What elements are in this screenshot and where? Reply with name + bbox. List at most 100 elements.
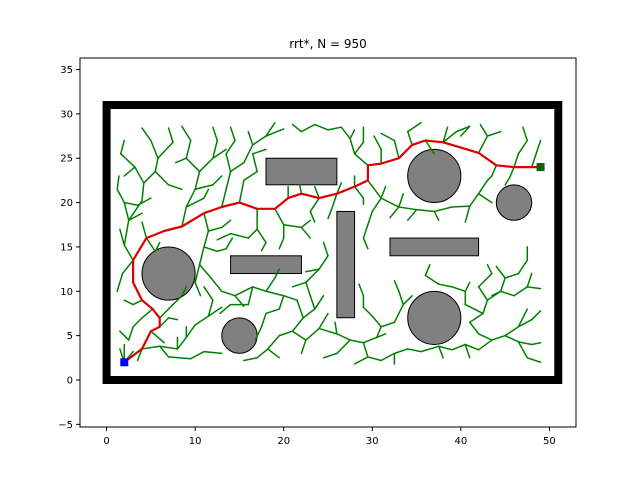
- tree-edge: [225, 153, 232, 173]
- tree-edge: [291, 123, 303, 133]
- chart-title: rrt*, N = 950: [289, 37, 367, 51]
- tree-edge: [198, 157, 214, 173]
- tree-edge: [203, 350, 223, 355]
- tree-edge: [499, 277, 506, 293]
- tree-edge: [154, 157, 159, 173]
- tree-edge: [154, 241, 161, 253]
- workspace-boundary: [102, 101, 563, 384]
- tree-edge: [340, 126, 351, 140]
- tree-edge: [517, 308, 529, 328]
- tree-edge: [464, 281, 471, 293]
- tree-edge: [504, 326, 520, 337]
- tree-edge: [225, 139, 236, 155]
- tree-edge: [282, 224, 303, 229]
- rect-obstacle: [389, 237, 480, 257]
- tree-edge: [220, 188, 227, 208]
- tree-edge: [185, 139, 192, 159]
- tree-edge: [123, 201, 130, 222]
- tree-edge: [282, 294, 298, 301]
- tree-edge: [207, 226, 223, 232]
- markers: [120, 163, 545, 367]
- tree-edge: [203, 286, 214, 301]
- tree-edge: [336, 182, 343, 195]
- tree-edge: [522, 126, 529, 142]
- solution-path-layer: [123, 139, 541, 364]
- y-tick-label: 0: [67, 375, 73, 386]
- tree-edge: [530, 310, 542, 321]
- tree-edge: [468, 312, 484, 324]
- tree-edge: [464, 205, 471, 223]
- x-tick-label: 10: [189, 436, 202, 447]
- tree-edge: [455, 125, 471, 133]
- tree-edge: [134, 166, 145, 184]
- tree-edge: [305, 327, 320, 341]
- tree-edge: [141, 127, 152, 142]
- y-tick-label: −5: [58, 420, 73, 431]
- tree-edge: [194, 184, 214, 191]
- tree-edge: [415, 208, 436, 213]
- tree-edge: [157, 141, 174, 159]
- tree-edge: [300, 219, 312, 229]
- tree-edge: [243, 357, 258, 362]
- tree-edge: [141, 221, 148, 239]
- tree-edge: [353, 185, 365, 199]
- tree-edge: [243, 144, 254, 164]
- tree-edge: [116, 188, 126, 204]
- tree-edge: [278, 330, 294, 337]
- tree-edge: [123, 244, 134, 261]
- tree-edge: [477, 192, 493, 204]
- tree-edge: [380, 185, 387, 199]
- tree-edge: [451, 286, 467, 293]
- tree-edge: [305, 268, 320, 273]
- tree-edge: [229, 232, 250, 239]
- tree-edge: [398, 290, 405, 306]
- tree-edge: [513, 286, 529, 297]
- circle-obstacle: [141, 246, 196, 301]
- tree-edge: [393, 279, 400, 293]
- tree-edge: [229, 161, 245, 173]
- tree-edge: [203, 188, 210, 199]
- tree-edge: [119, 139, 126, 155]
- tree-edge: [119, 153, 136, 168]
- tree-edge: [174, 157, 188, 164]
- tree-edge: [265, 308, 281, 315]
- tree-edge: [127, 326, 134, 341]
- tree-edge: [451, 205, 471, 208]
- tree-edge: [504, 272, 520, 279]
- tree-edge: [526, 272, 533, 288]
- tree-edge: [393, 303, 405, 324]
- tree-edge: [331, 192, 338, 208]
- tree-edge: [167, 356, 192, 360]
- tree-edge: [198, 263, 212, 279]
- tree-edge: [212, 148, 227, 159]
- tree-edge: [318, 327, 338, 335]
- tree-edge: [194, 315, 210, 326]
- tree-edge: [141, 308, 154, 319]
- tree-edge: [210, 277, 223, 293]
- tree-edge: [238, 179, 245, 204]
- tree-edge: [424, 274, 440, 285]
- tree-edge: [123, 201, 139, 206]
- tree-edge: [212, 139, 219, 159]
- circle-obstacle: [221, 317, 258, 354]
- tree-edge: [393, 348, 409, 355]
- tree-edge: [220, 290, 236, 297]
- tree-edge: [318, 255, 329, 270]
- tree-edge: [526, 286, 542, 290]
- tree-edge: [517, 341, 529, 359]
- tree-edge: [349, 129, 356, 140]
- tree-edge: [305, 281, 316, 310]
- workspace-boundary-rect: [102, 101, 563, 384]
- y-tick-label: 25: [60, 154, 73, 165]
- tree-edge: [486, 175, 493, 182]
- tree-edge: [380, 132, 396, 142]
- tree-edge: [367, 179, 382, 199]
- tree-edge: [132, 317, 143, 328]
- tree-edge: [495, 265, 506, 279]
- tree-edge: [424, 139, 436, 155]
- tree-edge: [367, 356, 382, 362]
- tree-edge: [274, 268, 281, 279]
- tree-edge: [309, 197, 320, 213]
- tree-edge: [353, 153, 369, 167]
- tree-edge: [380, 197, 400, 208]
